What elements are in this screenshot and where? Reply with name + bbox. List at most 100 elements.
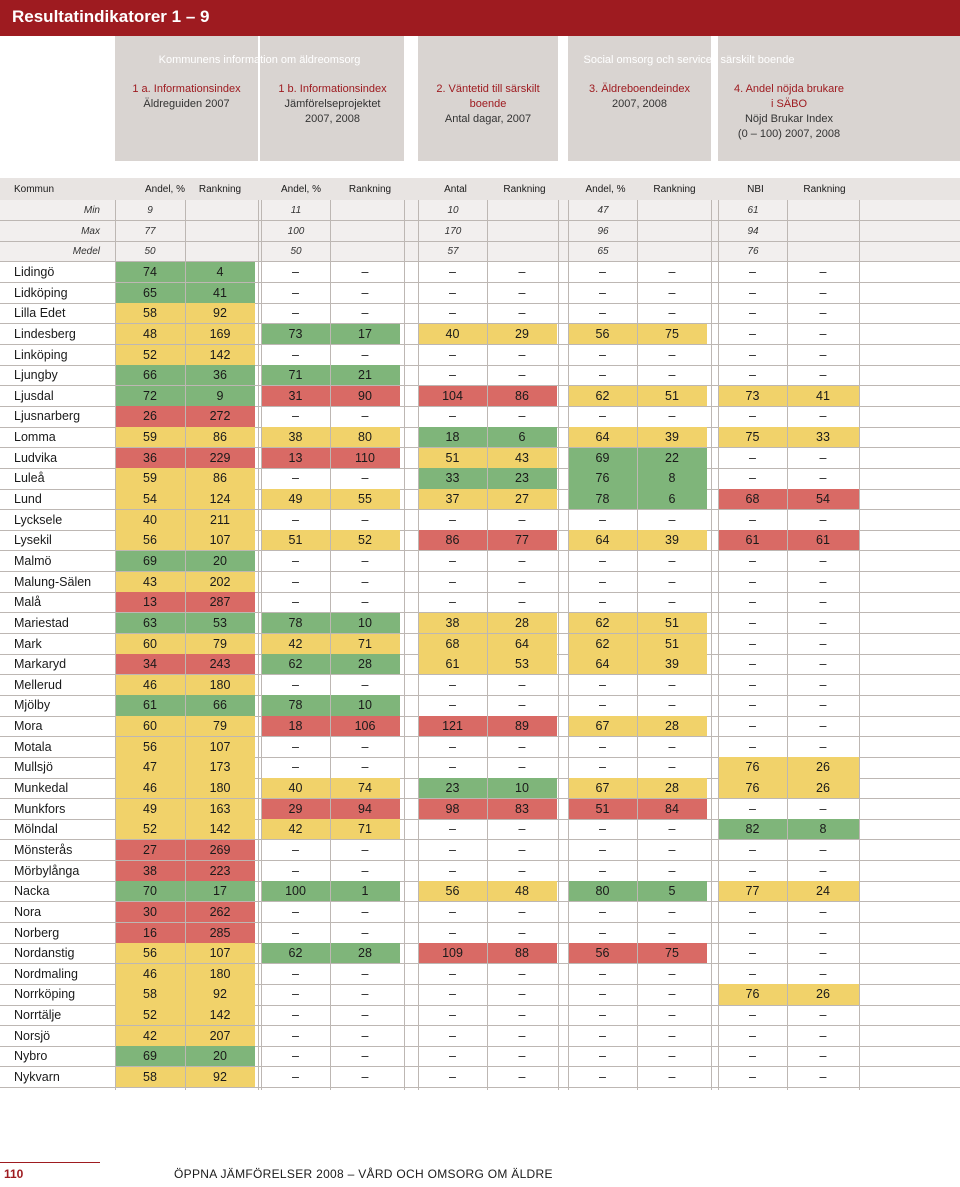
stat-value: 76 bbox=[747, 246, 759, 257]
table-row: Lysekil 56 107 51 52 86 77 64 39 61 61 bbox=[0, 530, 960, 552]
stat-value: 11 bbox=[290, 205, 302, 216]
table-cell: – bbox=[449, 285, 456, 300]
column-line bbox=[330, 200, 331, 1090]
table-cell: – bbox=[449, 1049, 456, 1064]
table-cell: – bbox=[361, 842, 369, 857]
table-cell: – bbox=[599, 285, 606, 300]
table-cell: 62 bbox=[261, 943, 330, 964]
table-cell: – bbox=[361, 925, 369, 940]
table-cell: – bbox=[819, 265, 827, 279]
row-divider bbox=[0, 405, 960, 407]
table-cell: – bbox=[449, 347, 456, 362]
col-header: NBI bbox=[747, 184, 764, 195]
table-cell: 66 bbox=[115, 365, 185, 386]
table-cell: – bbox=[749, 801, 756, 816]
column-line bbox=[115, 200, 116, 1090]
column-line bbox=[258, 200, 259, 1090]
table-cell: – bbox=[668, 698, 676, 713]
table-cell: – bbox=[819, 739, 827, 754]
table-cell: – bbox=[819, 574, 827, 589]
table-cell: 142 bbox=[185, 344, 255, 366]
table-cell: – bbox=[819, 946, 827, 961]
table-cell: – bbox=[599, 1069, 606, 1084]
table-cell: – bbox=[668, 553, 676, 568]
table-cell: 77 bbox=[487, 530, 557, 551]
municipality-name: Munkfors bbox=[14, 801, 66, 816]
table-cell: 86 bbox=[185, 468, 255, 490]
table-cell: – bbox=[599, 1049, 606, 1064]
table-cell: 107 bbox=[185, 736, 255, 758]
indicator-1b: 1 b. Informationsindex Jämförelseprojekt… bbox=[261, 82, 404, 127]
municipality-name: Ljusnarberg bbox=[14, 409, 81, 424]
table-cell: – bbox=[292, 739, 299, 754]
table-cell: 23 bbox=[418, 778, 487, 799]
row-divider bbox=[0, 901, 960, 903]
table-cell: – bbox=[599, 842, 606, 857]
table-cell: 173 bbox=[185, 757, 255, 779]
stat-label: Min bbox=[83, 205, 100, 216]
table-cell: 46 bbox=[115, 674, 185, 696]
page-number: 110 bbox=[4, 1167, 24, 1181]
table-cell: – bbox=[819, 1069, 827, 1084]
table-cell: 56 bbox=[115, 530, 185, 551]
table-cell: – bbox=[518, 306, 526, 321]
table-cell: – bbox=[819, 1049, 827, 1064]
table-cell: 5 bbox=[637, 881, 707, 902]
table-cell: 94 bbox=[330, 798, 400, 820]
table-cell: – bbox=[599, 925, 606, 940]
municipality-name: Markaryd bbox=[14, 657, 67, 672]
table-cell: – bbox=[599, 409, 606, 424]
category-band-right bbox=[418, 36, 960, 161]
table-cell: 74 bbox=[330, 778, 400, 799]
table-cell: 42 bbox=[261, 633, 330, 655]
table-cell: 77 bbox=[718, 881, 787, 902]
stat-value: 170 bbox=[444, 225, 462, 237]
table-cell: 272 bbox=[185, 406, 255, 428]
table-cell: – bbox=[668, 368, 676, 383]
table-cell: – bbox=[668, 863, 676, 878]
table-cell: – bbox=[668, 265, 676, 279]
table-cell: – bbox=[361, 471, 369, 486]
municipality-name: Lund bbox=[14, 492, 42, 507]
row-divider bbox=[0, 1066, 960, 1068]
table-cell: – bbox=[449, 512, 456, 527]
table-cell: – bbox=[819, 347, 827, 362]
table-cell: – bbox=[749, 450, 756, 465]
municipality-name: Lindesberg bbox=[14, 326, 76, 341]
table-cell: – bbox=[599, 904, 606, 919]
table-cell: 68 bbox=[718, 489, 787, 510]
table-cell: – bbox=[449, 739, 456, 754]
table-cell: 43 bbox=[115, 571, 185, 593]
indicator-1a: 1 a. Informationsindex Äldreguiden 2007 bbox=[115, 82, 258, 112]
row-divider bbox=[0, 344, 960, 346]
table-cell: – bbox=[819, 450, 827, 465]
table-cell: 26 bbox=[787, 984, 859, 1006]
table-row: Mjölby 61 66 78 10 – – – – – – bbox=[0, 695, 960, 717]
table-cell: – bbox=[518, 760, 526, 775]
table-cell: – bbox=[518, 409, 526, 424]
table-cell: 78 bbox=[568, 489, 637, 510]
table-row: Munkfors 49 163 29 94 98 83 51 84 – – bbox=[0, 798, 960, 820]
table-cell: 40 bbox=[261, 778, 330, 799]
table-cell: – bbox=[668, 347, 676, 362]
table-cell: – bbox=[518, 574, 526, 589]
municipality-name: Nora bbox=[14, 904, 42, 919]
municipality-name: Nykvarn bbox=[14, 1069, 60, 1084]
table-cell: 51 bbox=[418, 447, 487, 469]
table-cell: – bbox=[749, 657, 756, 672]
indicator-1a-sub: Äldreguiden 2007 bbox=[143, 98, 230, 110]
table-cell: – bbox=[518, 677, 526, 692]
table-cell: – bbox=[749, 471, 756, 486]
table-cell: – bbox=[668, 739, 676, 754]
column-line bbox=[261, 200, 262, 1090]
table-cell: – bbox=[292, 677, 299, 692]
indicator-3-title: 3. Äldreboendeindex bbox=[589, 83, 690, 95]
table-cell: 41 bbox=[185, 282, 255, 304]
table-cell: 180 bbox=[185, 963, 255, 985]
table-cell: 38 bbox=[261, 427, 330, 448]
table-cell: – bbox=[449, 1069, 456, 1084]
row-divider bbox=[0, 282, 960, 284]
table-cell: – bbox=[749, 326, 756, 341]
row-divider bbox=[0, 674, 960, 676]
municipality-name: Lilla Edet bbox=[14, 306, 66, 321]
